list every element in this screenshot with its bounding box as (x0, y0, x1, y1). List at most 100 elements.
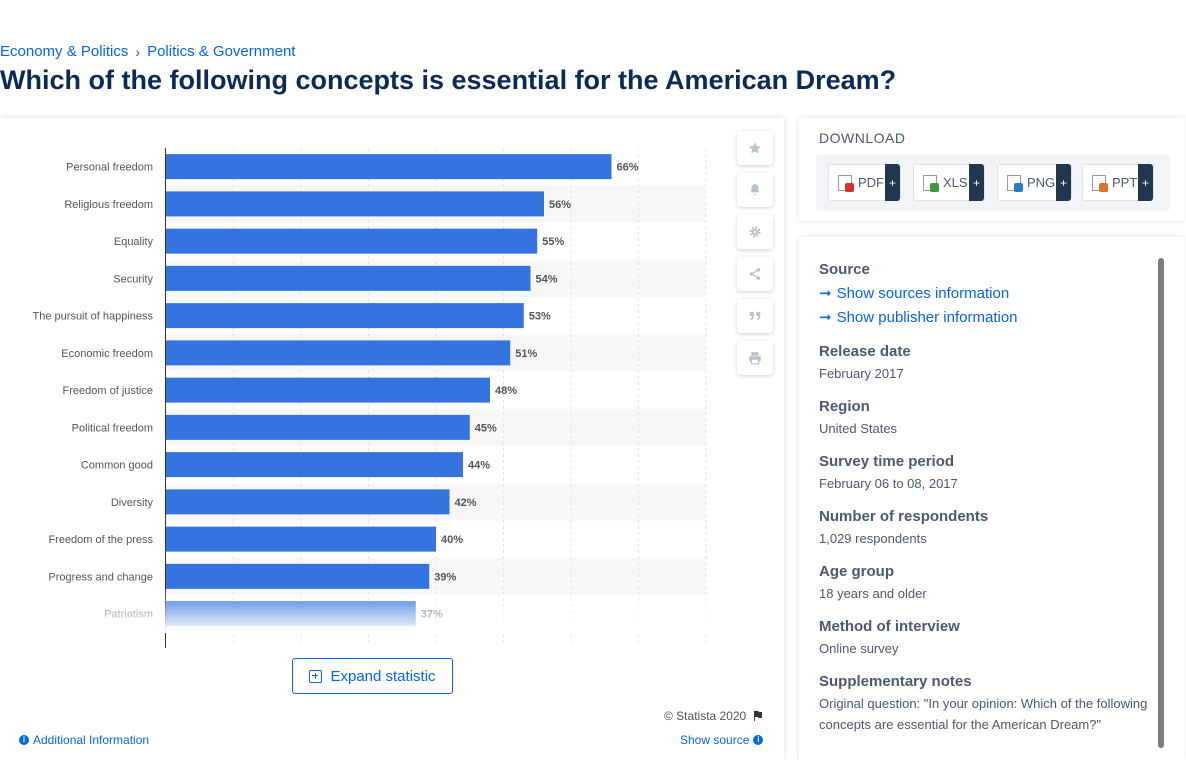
quote-icon (749, 311, 761, 321)
bar[interactable] (166, 414, 470, 440)
category-label: Security (113, 273, 153, 285)
ppt-plus-button[interactable]: + (1138, 164, 1153, 201)
data-label: 42% (455, 497, 477, 509)
bell-icon (750, 184, 760, 196)
supplementary-notes-label: Supplementary notes (819, 673, 972, 690)
bar[interactable] (166, 228, 538, 254)
category-label: The pursuit of happiness (33, 311, 154, 323)
show-source-link[interactable]: Show source i (680, 733, 764, 747)
cite-button[interactable] (737, 299, 773, 333)
copyright: © Statista 2020 (664, 709, 764, 723)
expand-statistic-label: Expand statistic (330, 667, 436, 685)
data-label: 66% (617, 162, 639, 174)
data-label: 40% (441, 534, 463, 546)
bar[interactable] (166, 526, 436, 552)
notification-button[interactable] (737, 173, 773, 207)
region-value: United States (819, 421, 898, 436)
additional-information-label: Additional Information (33, 733, 150, 747)
bar[interactable] (166, 601, 416, 627)
page-title: Which of the following concepts is essen… (0, 65, 897, 95)
arrow-right-icon: ➞ (819, 309, 832, 326)
bar[interactable] (166, 377, 490, 403)
download-buttons: PDF + XLS + PNG + PPT + (816, 155, 1170, 211)
data-label: 48% (495, 385, 517, 397)
data-label: 55% (542, 236, 564, 248)
bar-chart: Personal freedom 66% Religious freedom 56% E… (33, 148, 707, 648)
data-label: 56% (549, 199, 571, 211)
expand-statistic-button[interactable]: Expand statistic (292, 658, 453, 694)
bar[interactable] (166, 191, 544, 217)
supplementary-notes-value: Original question: "In your opinion: Whi… (819, 696, 1148, 732)
pdf-file-icon (838, 174, 854, 192)
breadcrumb-item-politics[interactable]: Politics & Government (147, 43, 296, 60)
flag-icon[interactable] (752, 710, 764, 722)
category-label: Patriotism (104, 609, 153, 621)
download-pdf-button[interactable]: PDF + (828, 164, 901, 201)
bar[interactable] (166, 489, 450, 515)
download-png-label: PNG (1027, 175, 1056, 190)
statistic-details-card: Source ➞ Show sources information ➞ Show… (799, 237, 1185, 760)
download-xls-label: XLS (943, 175, 968, 190)
region-label: Region (819, 398, 870, 415)
category-label: Freedom of justice (63, 385, 153, 397)
data-label: 53% (529, 311, 551, 323)
gear-icon (749, 226, 761, 238)
survey-period-value: February 06 to 08, 2017 (819, 476, 958, 491)
respondents-value: 1,029 respondents (819, 531, 927, 546)
xls-plus-button[interactable]: + (969, 164, 984, 201)
share-icon (749, 268, 761, 280)
print-button[interactable] (737, 341, 773, 375)
bar[interactable] (166, 340, 511, 366)
bar[interactable] (166, 452, 463, 478)
details-scrollbar[interactable] (1158, 258, 1164, 748)
arrow-right-icon: ➞ (819, 285, 832, 302)
expand-icon (309, 669, 323, 683)
data-label: 39% (434, 571, 456, 583)
download-ppt-button[interactable]: PPT + (1082, 164, 1154, 201)
details-scrollbar-thumb[interactable] (1158, 258, 1164, 748)
data-label: 54% (536, 273, 558, 285)
settings-button[interactable] (737, 215, 773, 249)
download-pdf-label: PDF (858, 175, 884, 190)
download-title: DOWNLOAD (819, 130, 906, 146)
category-label: Diversity (111, 497, 154, 509)
category-label: Progress and change (48, 571, 153, 583)
show-publisher-link[interactable]: ➞ Show publisher information (819, 308, 1018, 327)
ppt-file-icon (1092, 174, 1108, 192)
show-source-label: Show source (680, 733, 750, 747)
age-group-value: 18 years and older (819, 586, 927, 601)
interview-method-label: Method of interview (819, 618, 960, 635)
category-label: Political freedom (72, 422, 153, 434)
png-file-icon (1007, 174, 1023, 192)
additional-information-link[interactable]: i Additional Information (19, 733, 149, 747)
share-button[interactable] (737, 257, 773, 291)
breadcrumb-item-economy[interactable]: Economy & Politics (0, 43, 129, 60)
category-label: Equality (114, 236, 154, 248)
png-plus-button[interactable]: + (1056, 164, 1071, 201)
chart-card: Personal freedom 66% Religious freedom 56% E… (0, 118, 784, 760)
data-label: 44% (468, 460, 490, 472)
show-sources-label: Show sources information (836, 284, 1010, 302)
category-label: Economic freedom (61, 348, 153, 360)
bar[interactable] (166, 303, 524, 329)
pdf-plus-button[interactable]: + (885, 164, 900, 201)
show-sources-link[interactable]: ➞ Show sources information (819, 284, 1010, 303)
favorite-button[interactable] (737, 131, 773, 165)
source-label: Source (819, 261, 870, 278)
bar[interactable] (166, 563, 430, 589)
bar[interactable] (166, 154, 612, 180)
category-label: Personal freedom (66, 162, 153, 174)
download-png-button[interactable]: PNG + (997, 164, 1072, 201)
age-group-label: Age group (819, 563, 894, 580)
data-label: 45% (475, 422, 497, 434)
category-label: Freedom of the press (48, 534, 153, 546)
bar[interactable] (166, 265, 531, 291)
download-card: DOWNLOAD PDF + XLS + PNG + PPT + (799, 118, 1185, 221)
data-label: 37% (421, 609, 443, 621)
show-publisher-label: Show publisher information (836, 308, 1018, 326)
xls-file-icon (923, 174, 939, 192)
info-icon: i (753, 735, 764, 745)
interview-method-value: Online survey (819, 641, 899, 656)
copyright-text: © Statista 2020 (664, 709, 747, 723)
download-xls-button[interactable]: XLS + (913, 164, 985, 201)
